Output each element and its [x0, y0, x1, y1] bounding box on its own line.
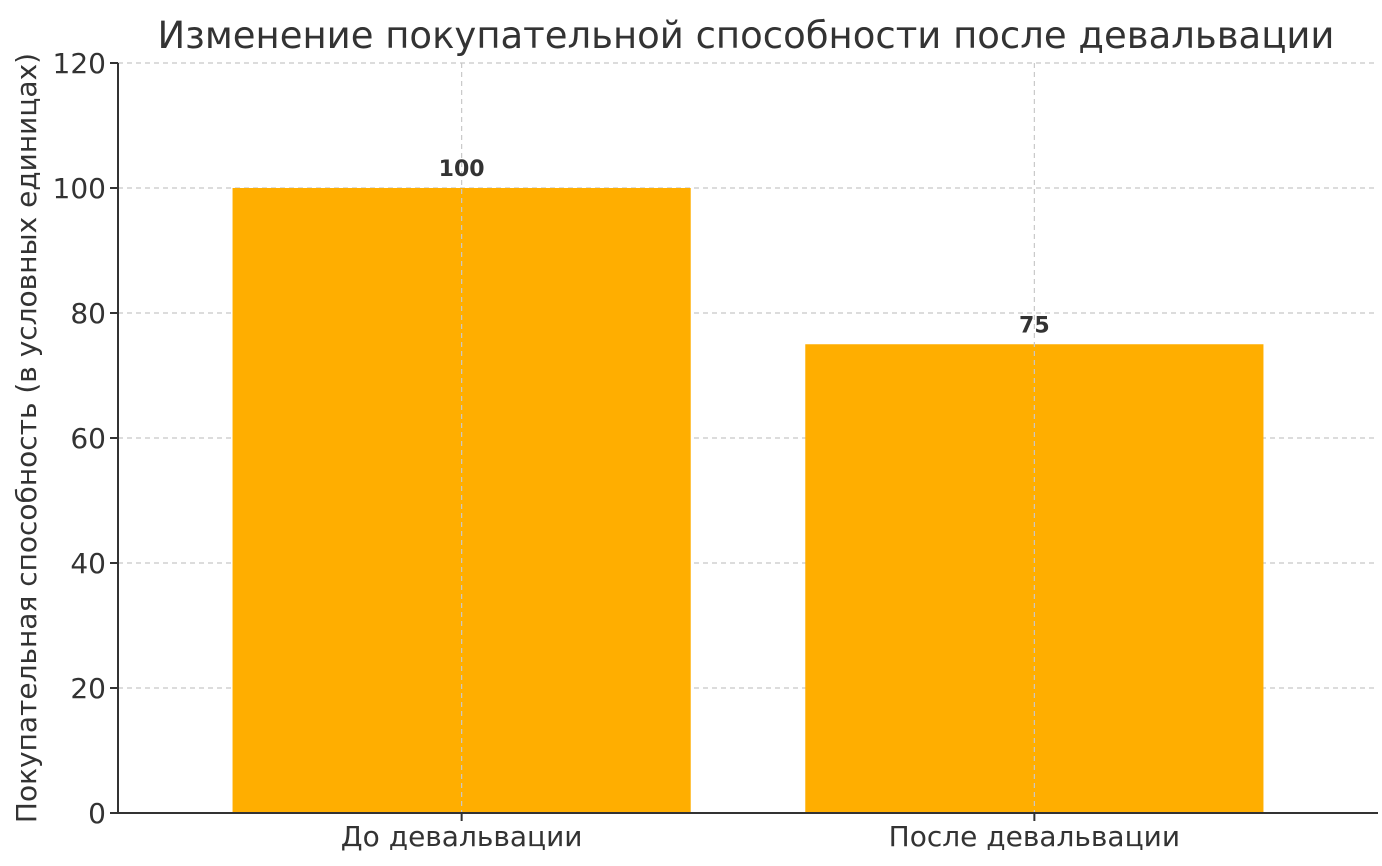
chart-title: Изменение покупательной способности посл… [158, 14, 1335, 57]
y-tick-label: 40 [70, 547, 106, 580]
y-tick-label: 120 [53, 47, 106, 80]
y-tick-label: 100 [53, 172, 106, 205]
y-tick-label: 60 [70, 422, 106, 455]
labels: 0 20 40 60 80 100 120 До девальвации После девал… [53, 47, 1181, 853]
x-tick-label: До девальвации [341, 820, 583, 853]
bar-value-label: 100 [439, 157, 485, 182]
vertical-grid [461, 63, 1035, 813]
axes [110, 62, 1378, 821]
y-axis-label: Покупательная способность (в условных ед… [10, 53, 43, 823]
bar-value-label: 75 [1019, 313, 1050, 338]
y-tick-label: 20 [70, 672, 106, 705]
y-tick-label: 0 [88, 797, 106, 830]
y-tick-label: 80 [70, 297, 106, 330]
bars [232, 188, 1264, 813]
x-tick-label: После девальвации [889, 820, 1180, 853]
